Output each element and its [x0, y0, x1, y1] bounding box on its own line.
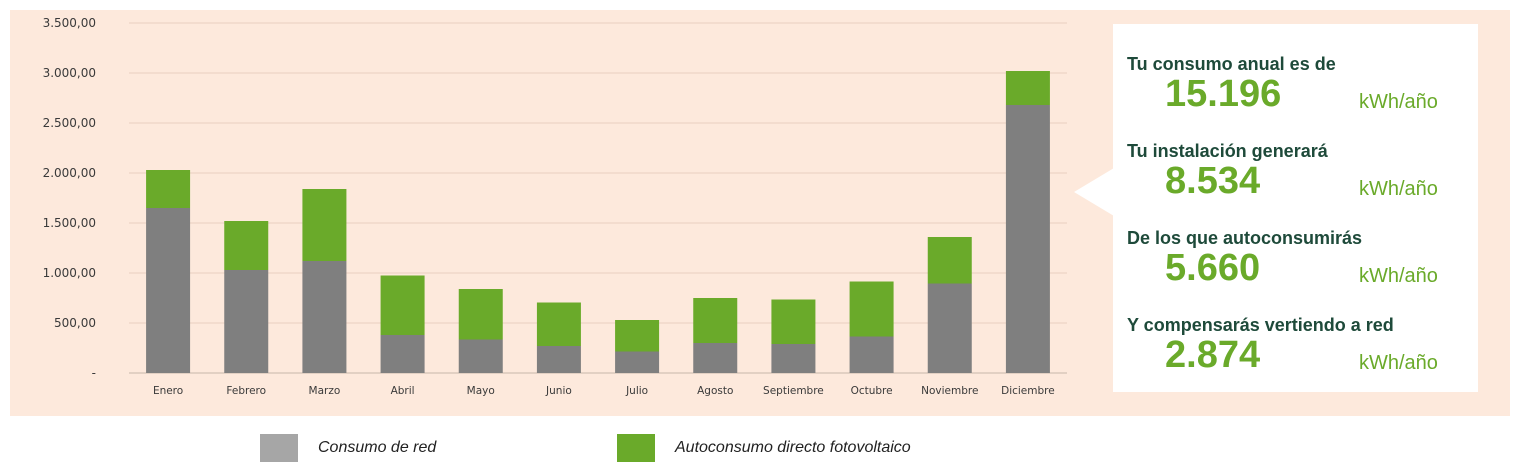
summary-value: 8.534 — [1165, 160, 1261, 202]
summary-label: De los que autoconsumirás — [1127, 228, 1363, 248]
x-tick-label: Octubre — [851, 385, 893, 397]
stacked-bar-chart: - 500,00 1.000,00 1.500,00 2.000,00 2.500,00 3… — [43, 16, 1067, 397]
bar-segment-consumo-red — [771, 344, 816, 373]
y-tick-label: 2.500,00 — [43, 116, 96, 130]
x-tick-label: Enero — [153, 385, 183, 397]
bar-segment-consumo-red — [536, 346, 581, 373]
bar-segment-autoconsumo — [224, 221, 269, 270]
summary-unit: kWh/año — [1359, 352, 1438, 374]
bar-segment-autoconsumo — [771, 299, 816, 344]
y-tick-label: 1.000,00 — [43, 266, 96, 280]
x-tick-label: Junio — [545, 385, 572, 397]
legend-label: Autoconsumo directo fotovoltaico — [675, 439, 911, 456]
summary-annual-consumption: Tu consumo anual es de 15.196 kWh/año — [1127, 54, 1472, 115]
x-tick-label: Febrero — [226, 385, 266, 397]
bar-segment-autoconsumo — [302, 189, 347, 261]
bar-segment-consumo-red — [849, 336, 894, 373]
x-tick-label: Mayo — [467, 385, 495, 397]
y-tick-label: 3.000,00 — [43, 66, 96, 80]
summary-label: Tu consumo anual es de — [1127, 54, 1336, 74]
bar-segment-consumo-red — [224, 270, 269, 373]
x-tick-label: Septiembre — [763, 385, 824, 397]
bar-segment-consumo-red — [615, 351, 660, 373]
summary-unit: kWh/año — [1359, 265, 1438, 287]
x-tick-label: Noviembre — [921, 385, 978, 397]
x-tick-label: Marzo — [309, 385, 341, 397]
y-tick-label: 2.000,00 — [43, 166, 96, 180]
x-tick-label: Agosto — [697, 385, 733, 397]
summary-box: Tu consumo anual es de 15.196 kWh/año Tu… — [1113, 24, 1478, 392]
bar-segment-consumo-red — [1005, 105, 1050, 373]
summary-value: 2.874 — [1165, 334, 1261, 376]
summary-unit: kWh/año — [1359, 91, 1438, 113]
bar-segment-consumo-red — [380, 335, 425, 373]
summary-unit: kWh/año — [1359, 178, 1438, 200]
summary-grid-export: Y compensarás vertiendo a red 2.874 kWh/… — [1127, 315, 1472, 376]
x-tick-label: Abril — [391, 385, 415, 397]
bar-segment-autoconsumo — [615, 320, 660, 352]
bar-segment-consumo-red — [927, 283, 972, 373]
x-tick-label: Diciembre — [1001, 385, 1055, 397]
bar-segment-consumo-red — [458, 339, 503, 373]
y-tick-label: - — [92, 366, 96, 380]
bar-segment-autoconsumo — [536, 302, 581, 346]
bar-segment-autoconsumo — [380, 275, 425, 335]
legend-label: Consumo de red — [318, 439, 437, 456]
bar-segment-autoconsumo — [146, 170, 191, 208]
bar-segment-autoconsumo — [927, 237, 972, 284]
x-tick-label: Julio — [625, 385, 648, 397]
bar-segment-consumo-red — [146, 208, 191, 373]
bar-segment-autoconsumo — [693, 298, 738, 343]
bar-segment-consumo-red — [302, 261, 347, 373]
callout-arrow — [1074, 168, 1114, 216]
y-tick-label: 500,00 — [54, 316, 96, 330]
bar-segment-autoconsumo — [458, 289, 503, 340]
y-tick-label: 3.500,00 — [43, 16, 96, 30]
summary-value: 15.196 — [1165, 73, 1282, 115]
chart-panel: - 500,00 1.000,00 1.500,00 2.000,00 2.500,00 3… — [10, 10, 1510, 416]
bar-segment-autoconsumo — [849, 281, 894, 337]
summary-generation: Tu instalación generará 8.534 kWh/año — [1127, 141, 1472, 202]
summary-self-consumption: De los que autoconsumirás 5.660 kWh/año — [1127, 228, 1472, 289]
bar-segment-consumo-red — [693, 343, 738, 373]
summary-label: Y compensarás vertiendo a red — [1127, 315, 1394, 335]
y-tick-label: 1.500,00 — [43, 216, 96, 230]
legend-swatch-solar — [617, 434, 655, 462]
bar-segment-autoconsumo — [1005, 71, 1050, 105]
summary-label: Tu instalación generará — [1127, 141, 1328, 161]
summary-value: 5.660 — [1165, 247, 1261, 289]
legend-swatch-grid — [260, 434, 298, 462]
